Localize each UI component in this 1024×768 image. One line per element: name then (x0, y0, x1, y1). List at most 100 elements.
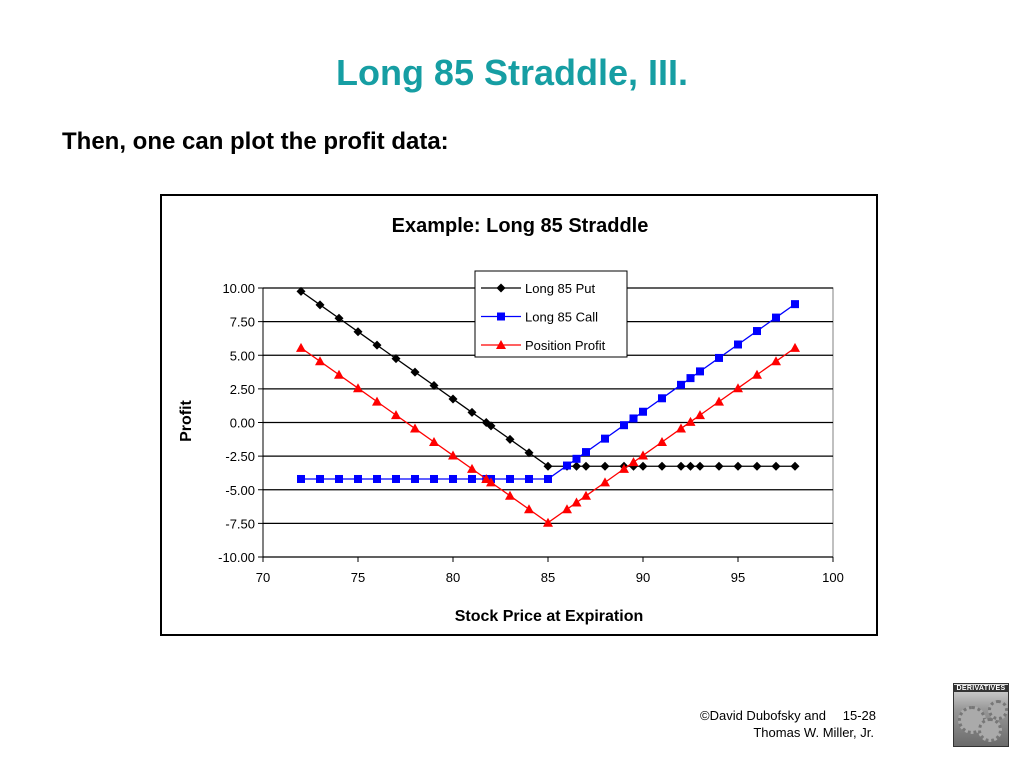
data-point-long-85-call (525, 474, 533, 483)
x-tick-label: 85 (541, 570, 555, 585)
data-point-long-85-put (638, 461, 648, 471)
data-point-long-85-call (506, 474, 514, 483)
data-point-position-profit (353, 383, 363, 393)
data-point-long-85-call (620, 421, 628, 430)
data-point-long-85-put (486, 421, 496, 431)
data-point-long-85-put (353, 327, 363, 337)
legend-marker-long-85-call (497, 312, 505, 321)
slide-subtitle: Then, one can plot the profit data: (62, 128, 449, 155)
data-point-long-85-call (734, 340, 742, 349)
legend-marker-position-profit (496, 340, 506, 349)
data-point-position-profit (467, 463, 477, 473)
chart-frame: Example: Long 85 Straddle 10.00 7.50 5.00 2… (160, 194, 878, 636)
chart-title: Example: Long 85 Straddle (392, 215, 649, 237)
data-point-long-85-call (563, 461, 571, 470)
data-point-position-profit (543, 517, 553, 527)
data-point-position-profit (638, 450, 648, 460)
data-point-position-profit (334, 369, 344, 379)
data-point-position-profit (581, 490, 591, 500)
data-point-position-profit (695, 410, 705, 420)
x-tick-label: 100 (822, 570, 844, 585)
y-axis-label: Profit (178, 399, 195, 441)
data-point-long-85-call (544, 474, 552, 483)
data-point-long-85-call (411, 474, 419, 483)
data-point-position-profit (714, 396, 724, 406)
y-tick-label: 7.50 (230, 315, 255, 330)
data-point-long-85-call (639, 407, 647, 416)
x-tick-label: 70 (256, 570, 270, 585)
y-tick-label: -10.00 (218, 550, 255, 565)
straddle-chart: Example: Long 85 Straddle 10.00 7.50 5.00 2… (178, 215, 844, 625)
data-point-position-profit (562, 504, 572, 514)
data-point-long-85-call (629, 414, 638, 423)
data-point-long-85-put (771, 461, 781, 471)
data-point-long-85-call (392, 474, 400, 483)
gear-graphic (988, 700, 1008, 720)
legend-marker-long-85-put (496, 283, 506, 293)
data-point-position-profit (410, 423, 420, 433)
data-point-position-profit (628, 457, 639, 467)
data-point-long-85-put (686, 461, 695, 471)
series-line-position-profit (300, 347, 796, 524)
data-point-position-profit (676, 423, 686, 433)
data-point-long-85-call (791, 300, 799, 309)
data-point-long-85-put (714, 461, 724, 471)
data-point-long-85-put (315, 300, 325, 310)
data-point-long-85-call (686, 374, 695, 383)
data-point-long-85-call (696, 367, 704, 376)
data-point-long-85-call (772, 313, 780, 322)
data-point-position-profit (771, 356, 781, 366)
x-tick-label: 90 (636, 570, 650, 585)
data-point-long-85-call (297, 474, 305, 483)
book-cover-image: DERIVATIVES (953, 683, 1009, 747)
data-point-long-85-put (543, 461, 553, 471)
data-point-position-profit (571, 497, 582, 507)
data-point-long-85-put (733, 461, 743, 471)
y-tick-label: 10.00 (222, 281, 255, 296)
data-point-position-profit (733, 383, 743, 393)
data-point-long-85-call (601, 434, 609, 443)
y-tick-label: 0.00 (230, 416, 255, 431)
data-point-long-85-put (676, 461, 686, 471)
data-point-position-profit (524, 504, 534, 514)
data-point-position-profit (600, 477, 610, 487)
data-point-long-85-put (524, 448, 534, 458)
data-point-long-85-put (391, 354, 401, 364)
x-tick-label: 95 (731, 570, 745, 585)
y-tick-label: 5.00 (230, 348, 255, 363)
page-number: 15-28 (842, 708, 876, 723)
data-point-long-85-put (429, 381, 439, 391)
data-point-position-profit (296, 342, 306, 352)
data-point-long-85-call (335, 474, 343, 483)
data-point-position-profit (752, 369, 762, 379)
data-point-long-85-call (316, 474, 324, 483)
slide-title: Long 85 Straddle, III. (335, 52, 689, 93)
legend-label-long-85-put: Long 85 Put (525, 281, 596, 296)
data-point-position-profit (790, 342, 800, 352)
x-axis-label: Stock Price at Expiration (455, 608, 644, 625)
data-point-long-85-put (372, 340, 382, 350)
data-point-long-85-put (467, 407, 477, 417)
credit-line-1: ©David Dubofsky and (700, 708, 826, 723)
data-point-position-profit (657, 437, 667, 447)
data-point-long-85-put (296, 286, 306, 296)
x-tick-label: 80 (446, 570, 460, 585)
y-tick-label: -5.00 (225, 483, 255, 498)
data-point-long-85-call (582, 448, 590, 457)
chart-legend: Long 85 Put Long 85 Call Position Profit (474, 270, 628, 358)
legend-label-long-85-call: Long 85 Call (525, 310, 598, 325)
data-point-position-profit (505, 490, 515, 500)
data-point-long-85-put (695, 461, 705, 471)
x-tick-label: 75 (351, 570, 365, 585)
data-point-position-profit (685, 416, 696, 426)
data-point-long-85-call (373, 474, 381, 483)
data-point-position-profit (481, 473, 492, 483)
data-point-long-85-call (658, 394, 666, 403)
data-point-long-85-put (581, 461, 591, 471)
data-point-long-85-put (410, 367, 420, 377)
credit-line-2: Thomas W. Miller, Jr. (753, 725, 874, 740)
data-point-long-85-put (600, 461, 610, 471)
data-point-position-profit (429, 437, 439, 447)
footer-credit: ©David Dubofsky and 15-28 Thomas W. Mill… (700, 707, 876, 741)
data-point-position-profit (391, 410, 401, 420)
